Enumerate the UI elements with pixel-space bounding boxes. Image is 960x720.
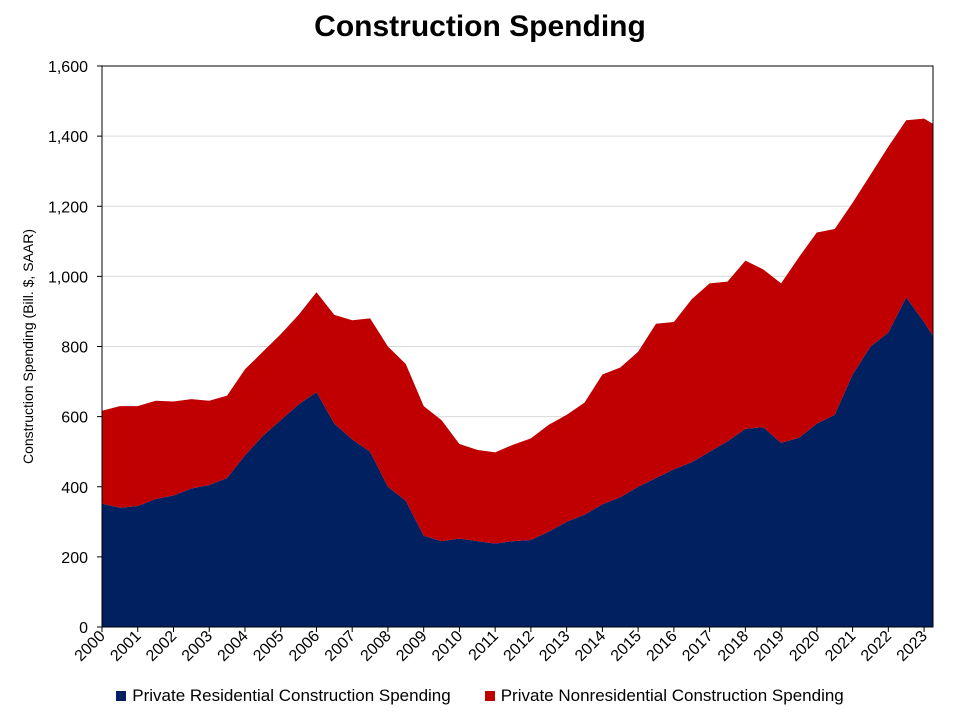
y-tick-label: 1,600 (48, 59, 88, 76)
plot-areas (102, 118, 933, 627)
x-tick-label: 2005 (250, 628, 287, 665)
x-tick-label: 2021 (822, 628, 859, 665)
series-area-residential (102, 297, 933, 627)
legend-item-nonresidential: Private Nonresidential Construction Spen… (484, 686, 844, 706)
x-tick-label: 2012 (501, 628, 538, 665)
y-tick-label: 0 (79, 620, 88, 637)
y-tick-label: 1,200 (48, 199, 88, 216)
x-tick-label: 2010 (429, 628, 466, 665)
x-tick-label: 2013 (536, 628, 573, 665)
x-tick-label: 2007 (322, 628, 359, 665)
y-tick-label: 800 (61, 340, 88, 357)
x-axis-ticks: 2000200120022003200420052006200720082009… (72, 627, 931, 665)
x-tick-label: 2020 (786, 628, 823, 665)
x-tick-label: 2002 (143, 628, 180, 665)
x-tick-label: 2022 (858, 628, 895, 665)
y-tick-label: 1,400 (48, 129, 88, 146)
legend-item-residential: Private Residential Construction Spendin… (116, 686, 451, 706)
y-axis-ticks: 0 200 400 600 800 1,000 1,200 1,400 1,600 (48, 59, 102, 637)
y-tick-label: 600 (61, 410, 88, 427)
x-tick-label: 2015 (608, 628, 645, 665)
x-tick-label: 2004 (215, 628, 252, 665)
x-tick-label: 2011 (466, 628, 502, 664)
x-tick-label: 2016 (644, 628, 681, 665)
y-tick-label: 1,000 (48, 269, 88, 286)
chart-title: Construction Spending (314, 10, 646, 43)
x-tick-label: 2018 (715, 628, 752, 665)
x-tick-label: 2008 (358, 628, 395, 665)
legend-swatch-nonresidential (484, 691, 495, 701)
legend-label-residential: Private Residential Construction Spendin… (132, 686, 451, 705)
x-tick-label: 2001 (107, 628, 144, 665)
x-tick-label: 2006 (286, 628, 323, 665)
y-axis-label: Construction Spending (Bill. $, SAAR) (20, 229, 36, 464)
y-tick-label: 200 (61, 550, 88, 567)
x-tick-label: 2023 (894, 628, 931, 665)
series-area-nonresidential (102, 118, 933, 544)
legend-label-nonresidential: Private Nonresidential Construction Spen… (500, 686, 844, 705)
x-tick-label: 2017 (679, 628, 716, 665)
x-tick-label: 2000 (72, 628, 109, 665)
x-tick-label: 2019 (751, 628, 788, 665)
legend-swatch-residential (116, 691, 127, 701)
x-tick-label: 2014 (572, 628, 609, 665)
legend: Private Residential Construction Spendin… (0, 686, 960, 706)
y-tick-label: 400 (61, 480, 88, 497)
x-tick-label: 2003 (179, 628, 216, 665)
x-tick-label: 2009 (393, 628, 430, 665)
